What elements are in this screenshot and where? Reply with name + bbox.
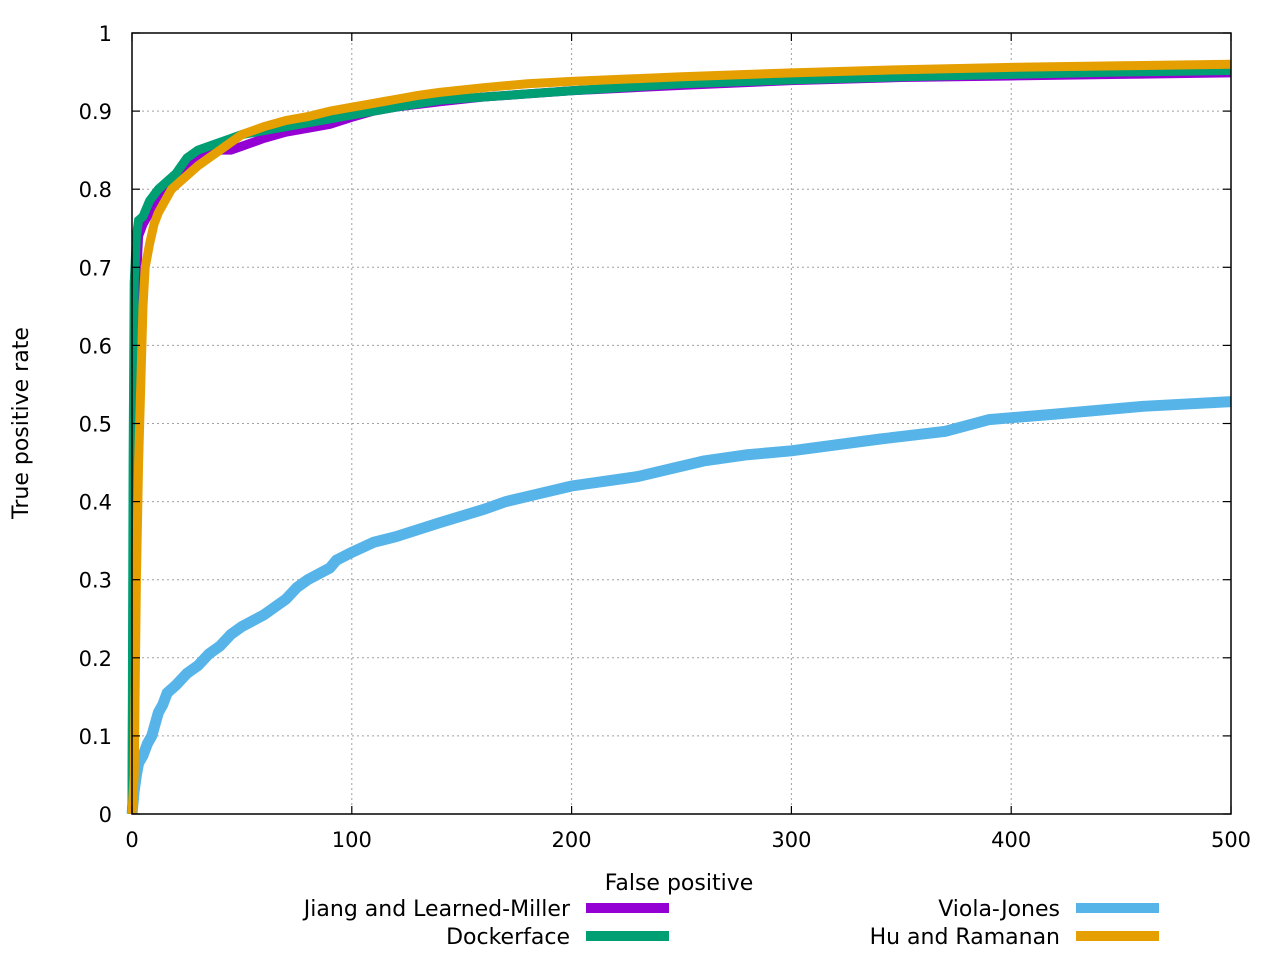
x-tick-label: 100 — [332, 828, 372, 852]
y-tick-label: 0.9 — [79, 100, 112, 124]
y-tick-label: 0.8 — [79, 178, 112, 202]
y-tick-label: 0.2 — [79, 647, 112, 671]
x-tick-label: 200 — [552, 828, 592, 852]
series-line-viola-jones — [126, 396, 1232, 815]
series-line-dockerface — [127, 65, 1232, 815]
legend-label: Dockerface — [446, 925, 570, 950]
x-tick-label: 500 — [1211, 828, 1251, 852]
y-tick-label: 0.4 — [79, 491, 112, 515]
plot-frame — [131, 32, 1232, 815]
legend: Jiang and Learned-Miller Dockerface Viola-… — [302, 897, 1159, 950]
legend-label: Hu and Ramanan — [870, 925, 1060, 950]
series-line-jiang-and-learned-miller — [127, 68, 1232, 815]
y-tick-label: 0.6 — [79, 334, 112, 358]
y-tick-label: 0 — [99, 803, 112, 827]
x-axis-title: False positive — [605, 871, 754, 896]
y-tick-label: 0.1 — [79, 725, 112, 749]
grid — [132, 33, 1231, 814]
x-axis: 0 100 200 300 400 500 — [125, 33, 1251, 852]
y-tick-label: 0.5 — [79, 413, 112, 437]
x-tick-label: 0 — [125, 828, 138, 852]
legend-label: Jiang and Learned-Miller — [302, 897, 571, 922]
y-axis-title: True positive rate — [9, 327, 34, 520]
series-layer — [126, 59, 1232, 815]
y-tick-label: 0.3 — [79, 569, 112, 593]
x-tick-label: 400 — [991, 828, 1031, 852]
series-line-hu-and-ramanan — [127, 59, 1232, 815]
y-tick-label: 0.7 — [79, 256, 112, 280]
y-tick-label: 1 — [99, 22, 112, 46]
y-axis: 0 0.1 0.2 0.3 0.4 0.5 0.6 0.7 0.8 0.9 1 — [79, 22, 1231, 827]
x-tick-label: 300 — [771, 828, 811, 852]
legend-label: Viola-Jones — [938, 897, 1060, 922]
